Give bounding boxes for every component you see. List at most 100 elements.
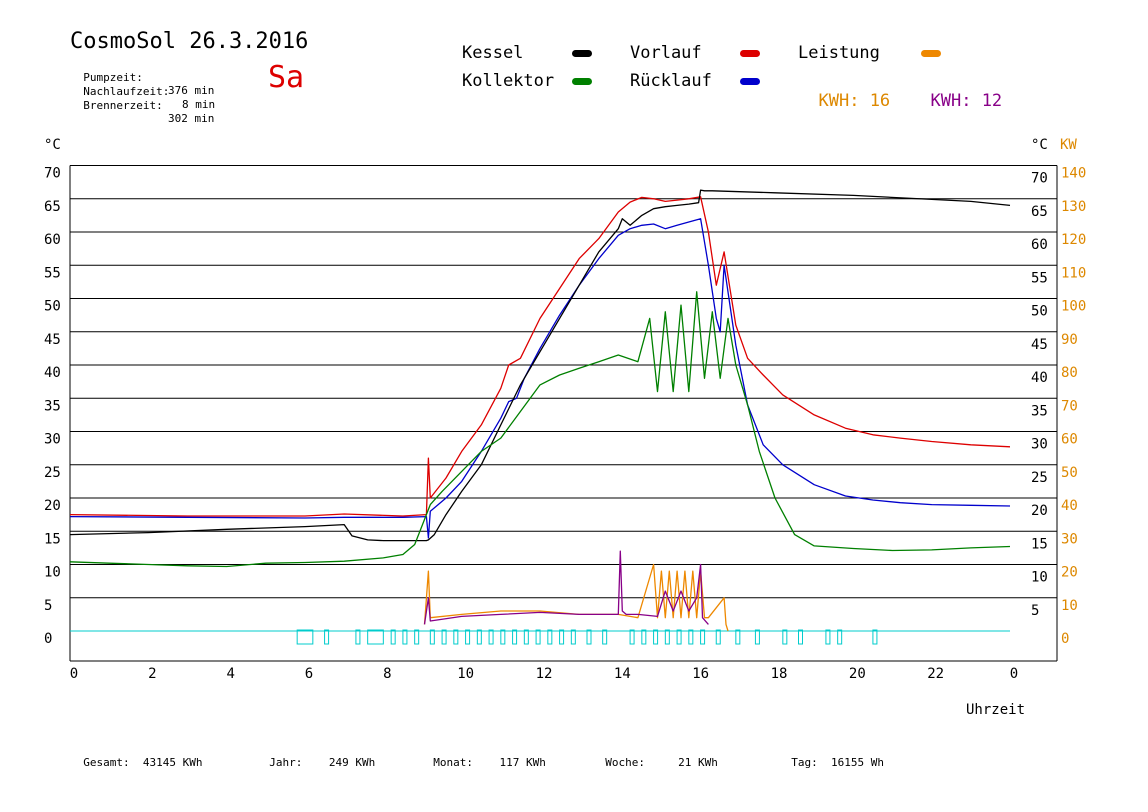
series-line-kessel <box>69 189 1011 542</box>
pump-on-marker <box>641 629 647 645</box>
pump-on-marker <box>688 629 694 645</box>
series-line-rücklauf <box>69 218 1011 539</box>
kw-tick-30: 30 <box>1061 531 1078 547</box>
y-tick-left-55: 55 <box>44 265 61 281</box>
y-tick-left-5: 5 <box>44 598 52 614</box>
pump-on-marker <box>872 629 878 645</box>
y-tick-left-0: 0 <box>44 631 52 647</box>
unit-left-label: °C <box>44 137 61 153</box>
weekday-label: Sa <box>268 60 305 95</box>
pump-on-marker <box>700 629 706 645</box>
x-tick-7: 14 <box>614 666 631 682</box>
pump-on-marker <box>547 629 553 645</box>
pumpzeit-label: Pumpzeit: <box>83 71 143 84</box>
kwh-leistung2-label: KWH: <box>930 91 972 111</box>
kwh-leistung2: KWH: 12 <box>910 71 1002 111</box>
tag-value: 16155 Wh <box>831 756 884 769</box>
unit-right-label: °C <box>1031 137 1048 153</box>
pump-on-marker <box>476 629 482 645</box>
kw-tick-40: 40 <box>1061 498 1078 514</box>
y-tick-left-65: 65 <box>44 199 61 215</box>
series-line-kollektor <box>69 291 1011 568</box>
pump-on-marker <box>664 629 670 645</box>
x-axis-label: Uhrzeit <box>966 702 1025 718</box>
kw-tick-90: 90 <box>1061 332 1078 348</box>
pump-on-marker <box>570 629 576 645</box>
y-tick-left-50: 50 <box>44 299 61 315</box>
footer-gesamt: Gesamt: 43145 KWh <box>70 743 202 769</box>
monat-value: 117 KWh <box>499 756 546 769</box>
x-tick-12: 0 <box>1010 666 1018 682</box>
tag-label: Tag: <box>791 756 818 769</box>
x-tick-3: 6 <box>305 666 313 682</box>
unit-kw-label: KW <box>1060 137 1077 153</box>
pump-on-marker <box>535 629 541 645</box>
y-tick-left-10: 10 <box>44 565 61 581</box>
power-line-leistung <box>423 563 729 632</box>
x-tick-2: 4 <box>226 666 234 682</box>
x-tick-0: 0 <box>70 666 78 682</box>
legend-kessel-swatch <box>572 50 592 57</box>
nachlauf-value: 8 min <box>182 98 216 111</box>
kw-tick-100: 100 <box>1061 299 1086 315</box>
x-tick-10: 20 <box>849 666 866 682</box>
chart-ticks: 0510152025303540455055606570510152025303… <box>44 166 1086 683</box>
pump-on-marker <box>402 629 408 645</box>
y-tick-right-5: 5 <box>1031 603 1039 619</box>
x-tick-5: 10 <box>457 666 474 682</box>
kw-tick-10: 10 <box>1061 598 1078 614</box>
pump-on-marker <box>523 629 529 645</box>
y-tick-left-20: 20 <box>44 498 61 514</box>
footer-woche: Woche: 21 KWh <box>592 743 718 769</box>
y-tick-right-60: 60 <box>1031 237 1048 253</box>
pumpzeit-value: 376 min <box>168 84 215 97</box>
pump-on-marker <box>512 629 518 645</box>
kwh-leistung2-value: 12 <box>981 91 1003 111</box>
y-tick-left-25: 25 <box>44 465 61 481</box>
pumpzeit-row: Pumpzeit: 376 min <box>70 58 214 97</box>
nachlauf-row: Nachlaufzeit: 8 min <box>70 72 215 111</box>
y-tick-left-35: 35 <box>44 398 61 414</box>
kw-tick-0: 0 <box>1061 631 1069 647</box>
gesamt-label: Gesamt: <box>83 756 130 769</box>
pump-on-marker <box>453 629 459 645</box>
pump-on-marker <box>676 629 682 645</box>
pump-on-marker <box>500 629 506 645</box>
power-line-leistung2 <box>423 550 709 625</box>
x-tick-4: 8 <box>383 666 391 682</box>
legend-vorlauf-swatch <box>740 50 760 57</box>
chart-lines <box>69 189 1011 632</box>
brenner-row: Brennerzeit: 302 min <box>70 86 214 125</box>
pump-on-marker <box>367 629 384 645</box>
y-tick-right-25: 25 <box>1031 470 1048 486</box>
monat-label: Monat: <box>433 756 473 769</box>
kw-tick-50: 50 <box>1061 465 1078 481</box>
y-tick-right-65: 65 <box>1031 204 1048 220</box>
kw-tick-110: 110 <box>1061 265 1086 281</box>
pump-on-marker <box>782 629 788 645</box>
kwh-leistung: KWH: 16 <box>798 71 890 111</box>
pump-on-marker <box>735 629 741 645</box>
y-tick-right-50: 50 <box>1031 304 1048 320</box>
kw-tick-60: 60 <box>1061 432 1078 448</box>
y-tick-right-30: 30 <box>1031 437 1048 453</box>
y-tick-right-55: 55 <box>1031 270 1048 286</box>
pump-on-marker <box>837 629 843 645</box>
x-tick-1: 2 <box>148 666 156 682</box>
legend-leistung-swatch <box>921 50 941 57</box>
pump-on-marker <box>355 629 361 645</box>
pump-on-marker <box>441 629 447 645</box>
chart-title: CosmoSol 26.3.2016 <box>70 29 309 54</box>
series-line-vorlauf <box>69 196 1011 517</box>
y-tick-left-60: 60 <box>44 232 61 248</box>
footer-monat: Monat: 117 KWh <box>420 743 546 769</box>
kw-tick-80: 80 <box>1061 365 1078 381</box>
x-tick-9: 18 <box>771 666 788 682</box>
y-tick-right-10: 10 <box>1031 570 1048 586</box>
y-tick-right-45: 45 <box>1031 337 1048 353</box>
pump-on-marker <box>559 629 565 645</box>
kw-tick-20: 20 <box>1061 565 1078 581</box>
y-tick-left-40: 40 <box>44 365 61 381</box>
y-tick-right-15: 15 <box>1031 536 1048 552</box>
pump-on-marker <box>465 629 471 645</box>
